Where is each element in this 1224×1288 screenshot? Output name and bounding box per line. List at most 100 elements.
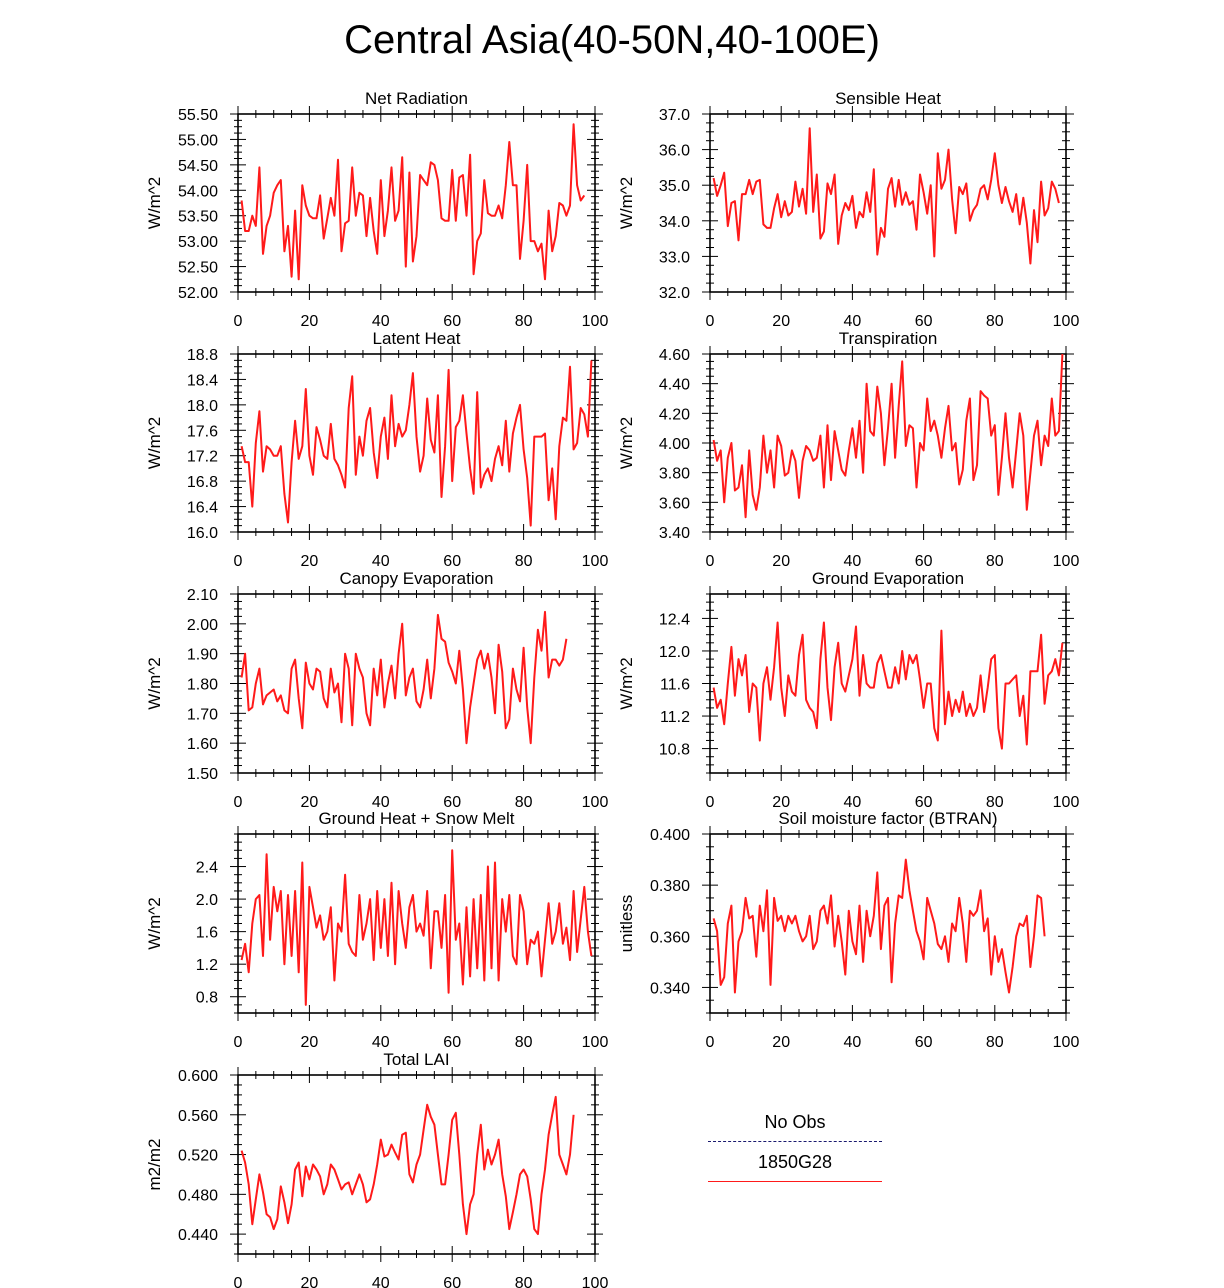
y-tick-label: 2.00 xyxy=(187,617,218,634)
y-tick-label: 34.0 xyxy=(659,214,690,231)
y-tick-label: 35.0 xyxy=(659,178,690,195)
y-tick-label: 11.2 xyxy=(660,709,690,726)
y-tick-label: 33.0 xyxy=(659,249,690,266)
y-tick-label: 0.400 xyxy=(650,827,690,844)
x-tick-label: 40 xyxy=(844,794,862,811)
y-tick-label: 55.00 xyxy=(178,132,218,149)
x-tick-label: 0 xyxy=(706,553,715,570)
panel-transpiration: 0 20 40 60 80 100 3.40 3.60 3.80 4.00 4.20 4.40 4.60… xyxy=(617,329,1079,570)
y-tick-label: 37.0 xyxy=(659,107,690,124)
series-line-1850g28 xyxy=(240,610,568,745)
panel-title: Ground Evaporation xyxy=(812,569,964,588)
x-tick-label: 60 xyxy=(443,553,461,570)
y-tick-label: 0.520 xyxy=(178,1148,218,1165)
x-tick-label: 20 xyxy=(301,1275,319,1288)
y-axis-label: W/m^2 xyxy=(145,417,164,469)
y-tick-label: 55.50 xyxy=(178,107,218,124)
x-tick-label: 0 xyxy=(234,553,243,570)
plot-frame xyxy=(709,113,1067,293)
y-axis-label: W/m^2 xyxy=(617,657,636,709)
y-tick-label: 0.600 xyxy=(178,1068,218,1085)
x-tick-label: 60 xyxy=(443,794,461,811)
x-tick-label: 20 xyxy=(772,313,790,330)
y-tick-label: 1.70 xyxy=(187,706,218,723)
x-tick-label: 100 xyxy=(582,313,609,330)
x-tick-label: 80 xyxy=(986,1034,1004,1051)
y-tick-label: 54.00 xyxy=(178,183,218,200)
y-tick-label: 17.6 xyxy=(187,423,218,440)
y-tick-label: 53.50 xyxy=(178,209,218,226)
y-tick-label: 53.00 xyxy=(178,234,218,251)
x-tick-label: 80 xyxy=(986,313,1004,330)
x-tick-label: 20 xyxy=(772,1034,790,1051)
panel-title: Total LAI xyxy=(383,1050,449,1069)
x-tick-label: 60 xyxy=(443,1034,461,1051)
x-tick-label: 20 xyxy=(301,553,319,570)
panel-ground-heat-snow-melt: 0 20 40 60 80 100 0.8 1.2 1.6 2.0 2.4 Ground Heat +… xyxy=(145,809,608,1051)
y-tick-label: 52.00 xyxy=(178,285,218,302)
series-line-1850g28 xyxy=(240,849,593,1006)
x-tick-label: 80 xyxy=(515,1034,533,1051)
x-tick-label: 0 xyxy=(234,1275,243,1288)
series-line-1850g28 xyxy=(240,1095,575,1236)
y-axis-label: W/m^2 xyxy=(145,657,164,709)
y-tick-label: 18.8 xyxy=(187,347,218,364)
y-tick-label: 10.8 xyxy=(659,742,690,759)
series-line-1850g28 xyxy=(712,127,1060,265)
y-tick-label: 3.80 xyxy=(659,466,690,483)
x-tick-label: 60 xyxy=(915,1034,933,1051)
y-tick-label: 4.60 xyxy=(659,347,690,364)
x-tick-label: 0 xyxy=(706,794,715,811)
x-tick-label: 20 xyxy=(301,313,319,330)
series-line-1850g28 xyxy=(240,123,586,281)
x-tick-label: 20 xyxy=(301,1034,319,1051)
y-axis-label: W/m^2 xyxy=(617,417,636,469)
y-tick-label: 4.00 xyxy=(659,436,690,453)
y-tick-label: 17.2 xyxy=(187,449,218,466)
y-axis-label: W/m^2 xyxy=(145,897,164,949)
x-tick-label: 100 xyxy=(1053,1034,1080,1051)
y-axis-label: unitless xyxy=(617,895,636,953)
y-tick-label: 2.10 xyxy=(187,587,218,604)
y-tick-label: 1.6 xyxy=(196,925,218,942)
x-tick-label: 0 xyxy=(234,313,243,330)
panel-title: Net Radiation xyxy=(365,89,468,108)
x-tick-label: 20 xyxy=(772,553,790,570)
x-tick-label: 60 xyxy=(915,794,933,811)
x-tick-label: 80 xyxy=(986,794,1004,811)
y-tick-label: 12.0 xyxy=(659,644,690,661)
y-tick-label: 11.6 xyxy=(660,677,690,694)
legend-line-1850g28 xyxy=(708,1181,882,1182)
y-tick-label: 1.90 xyxy=(187,647,218,664)
y-tick-label: 3.60 xyxy=(659,495,690,512)
y-tick-label: 54.50 xyxy=(178,158,218,175)
panel-soil-moisture-factor-btran: 0 20 40 60 80 100 0.340 0.360 0.380 0.400 Soil moi… xyxy=(617,809,1079,1051)
x-tick-label: 0 xyxy=(234,794,243,811)
y-tick-label: 0.380 xyxy=(650,878,690,895)
x-tick-label: 60 xyxy=(443,313,461,330)
y-tick-label: 3.40 xyxy=(659,525,690,542)
y-tick-label: 1.2 xyxy=(196,957,218,974)
y-tick-label: 12.4 xyxy=(659,611,690,628)
x-tick-label: 80 xyxy=(515,313,533,330)
x-tick-label: 40 xyxy=(372,1275,390,1288)
x-tick-label: 0 xyxy=(234,1034,243,1051)
x-tick-label: 100 xyxy=(582,794,609,811)
panel-title: Sensible Heat xyxy=(835,89,941,108)
panel-total-lai: 0 20 40 60 80 100 0.440 0.480 0.520 0.560 0.600 Tot… xyxy=(145,1050,608,1288)
y-tick-label: 0.340 xyxy=(650,980,690,997)
series-line-1850g28 xyxy=(712,353,1064,519)
x-tick-label: 100 xyxy=(582,1034,609,1051)
x-tick-label: 100 xyxy=(582,1275,609,1288)
x-tick-label: 40 xyxy=(372,553,390,570)
y-axis-label: W/m^2 xyxy=(145,177,164,229)
panel-ground-evaporation: 0 20 40 60 80 100 10.8 11.2 11.6 12.0 12.4 Ground E… xyxy=(617,569,1079,811)
y-axis-label: W/m^2 xyxy=(617,177,636,229)
x-tick-label: 0 xyxy=(706,1034,715,1051)
legend-line-no-obs xyxy=(708,1141,882,1142)
panel-title: Canopy Evaporation xyxy=(339,569,493,588)
y-tick-label: 16.8 xyxy=(187,474,218,491)
y-tick-label: 1.60 xyxy=(187,736,218,753)
x-tick-label: 60 xyxy=(915,313,933,330)
x-tick-label: 40 xyxy=(844,1034,862,1051)
